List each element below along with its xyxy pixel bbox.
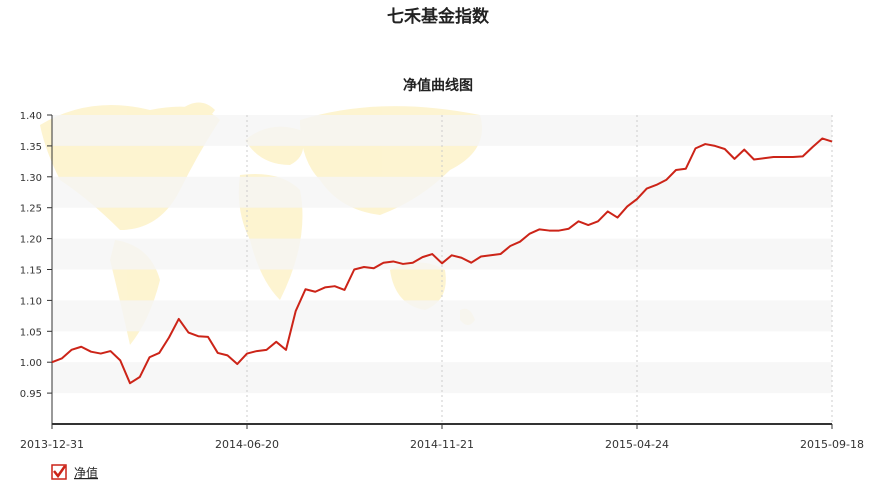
legend-check	[53, 465, 67, 479]
y-tick-label: 1.15	[20, 266, 42, 277]
y-tick-label: 1.10	[20, 296, 42, 307]
grid-band	[52, 362, 832, 394]
legend-label[interactable]: 净值	[74, 465, 98, 480]
legend[interactable]: 净值	[51, 464, 98, 480]
y-tick-label: 1.35	[20, 142, 42, 153]
y-tick-label: 0.95	[20, 389, 42, 400]
chart-title: 七禾基金指数	[387, 6, 490, 27]
y-tick-label: 1.00	[20, 358, 42, 369]
x-tick-label: 2014-11-21	[410, 438, 474, 451]
y-tick-label: 1.05	[20, 327, 42, 338]
x-tick-label: 2015-04-24	[605, 438, 669, 451]
y-tick-label: 1.30	[20, 173, 42, 184]
x-tick-label: 2015-09-18	[800, 438, 864, 451]
y-tick-label: 1.25	[20, 204, 42, 215]
x-tick-label: 2013-12-31	[20, 438, 84, 451]
y-tick-label: 1.40	[20, 111, 42, 122]
y-tick-label: 1.20	[20, 235, 42, 246]
data-line	[51, 137, 833, 385]
x-tick-label: 2014-06-20	[215, 438, 279, 451]
chart-subtitle: 净值曲线图	[403, 77, 473, 94]
grid-band	[52, 238, 832, 270]
